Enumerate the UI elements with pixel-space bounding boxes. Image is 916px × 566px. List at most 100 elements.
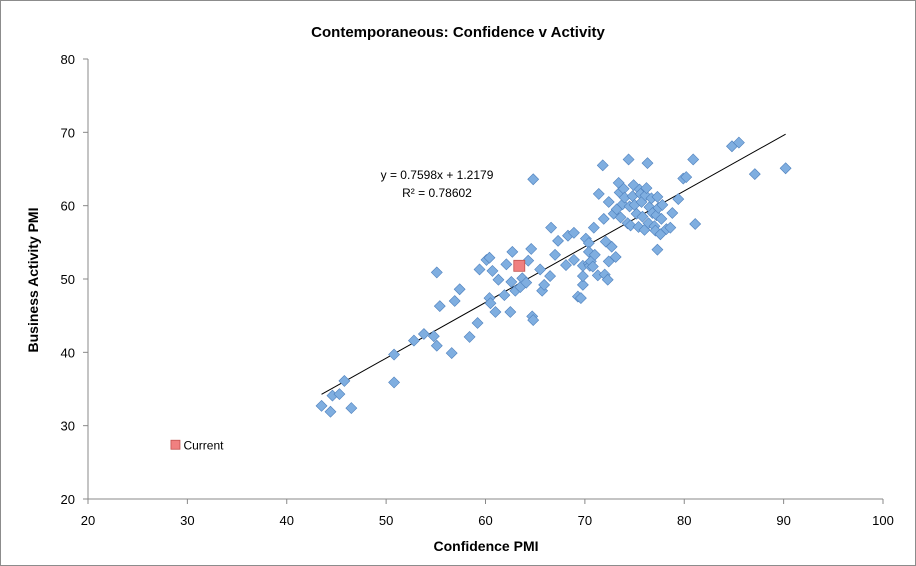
data-point	[489, 306, 502, 318]
data-point	[609, 251, 622, 263]
data-point	[576, 278, 589, 291]
data-point	[484, 297, 497, 310]
data-point	[587, 221, 600, 234]
data-point	[687, 153, 700, 166]
highlight-layer: Current	[170, 259, 526, 453]
data-point	[592, 188, 605, 200]
data-point	[463, 331, 476, 343]
data-point	[680, 171, 693, 183]
data-point	[689, 218, 702, 230]
data-point	[576, 270, 589, 282]
x-tick-label: 20	[81, 513, 95, 528]
trendline-layer	[321, 133, 786, 395]
trendline-equation: y = 0.7598x + 1.2179	[381, 168, 494, 182]
data-point	[338, 375, 351, 387]
data-point	[483, 251, 496, 264]
x-tick-label: 50	[379, 513, 393, 528]
trendline-r-squared: R² = 0.78602	[402, 186, 472, 200]
data-point	[656, 199, 669, 211]
x-tick-label: 80	[677, 513, 691, 528]
data-point	[622, 153, 635, 166]
chart-title: Contemporaneous: Confidence v Activity	[311, 24, 605, 41]
data-point	[538, 278, 551, 291]
data-point	[651, 243, 664, 256]
data-point	[520, 276, 533, 289]
y-axis-title: Business Activity PMI	[25, 208, 41, 353]
data-point	[498, 289, 511, 302]
data-point	[588, 248, 601, 261]
data-point	[568, 254, 580, 266]
data-point	[601, 273, 614, 286]
x-tick-label: 90	[776, 513, 790, 528]
data-point	[544, 270, 557, 282]
data-point	[471, 317, 484, 329]
data-point	[527, 173, 540, 186]
data-point	[505, 276, 518, 288]
data-point	[596, 159, 609, 172]
data-point	[445, 347, 458, 359]
data-point	[672, 193, 685, 205]
data-point	[624, 219, 637, 232]
data-point	[560, 259, 572, 271]
x-tick-label: 100	[872, 513, 894, 528]
data-point	[640, 182, 653, 194]
data-point	[527, 314, 540, 326]
data-point	[388, 348, 400, 361]
data-point	[664, 221, 677, 234]
data-point	[568, 226, 580, 239]
y-tick-label: 80	[61, 52, 75, 67]
data-point	[779, 162, 792, 175]
data-point	[504, 306, 517, 318]
x-axis-title: Confidence PMI	[433, 538, 538, 554]
data-point	[525, 243, 538, 255]
data-point	[486, 265, 499, 277]
y-tick-label: 50	[61, 272, 75, 287]
data-point	[605, 240, 618, 253]
current-point	[170, 439, 181, 450]
y-tick-label: 20	[61, 492, 75, 507]
data-point	[552, 234, 564, 247]
data-point	[408, 334, 420, 347]
x-tick-label: 40	[280, 513, 294, 528]
current-point	[513, 259, 526, 272]
data-point	[545, 221, 558, 234]
data-point	[324, 405, 337, 418]
data-point	[430, 339, 443, 352]
data-point	[522, 254, 535, 267]
data-point	[732, 136, 745, 149]
data-point	[500, 258, 513, 271]
x-tick-label: 30	[180, 513, 194, 528]
data-point	[473, 263, 486, 276]
data-point	[549, 248, 561, 261]
points-layer	[315, 136, 792, 418]
data-point	[574, 292, 587, 304]
trendline	[321, 133, 786, 395]
data-point	[433, 300, 446, 313]
data-point	[534, 263, 547, 276]
data-point	[345, 402, 358, 414]
data-point	[333, 388, 346, 401]
data-point	[417, 328, 430, 340]
y-tick-label: 60	[61, 199, 75, 214]
data-point	[427, 330, 440, 343]
y-tick-label: 40	[61, 345, 75, 360]
y-tick-label: 30	[61, 419, 75, 434]
data-point	[602, 196, 615, 208]
data-point	[651, 190, 664, 203]
data-point	[655, 212, 668, 225]
data-point	[430, 266, 443, 279]
y-tick-label: 70	[61, 125, 75, 140]
data-point	[448, 295, 461, 307]
axes: 20 30 40 50 60 70 80 90 100 20 30 40 50 60 70 80	[61, 52, 894, 528]
data-point	[492, 273, 505, 286]
data-point	[453, 283, 466, 296]
x-tick-label: 60	[478, 513, 492, 528]
data-point	[315, 399, 328, 412]
data-point	[506, 245, 519, 258]
current-point-label: Current	[183, 439, 224, 453]
x-tick-label: 70	[578, 513, 592, 528]
data-point	[641, 157, 654, 170]
data-point	[636, 210, 649, 223]
